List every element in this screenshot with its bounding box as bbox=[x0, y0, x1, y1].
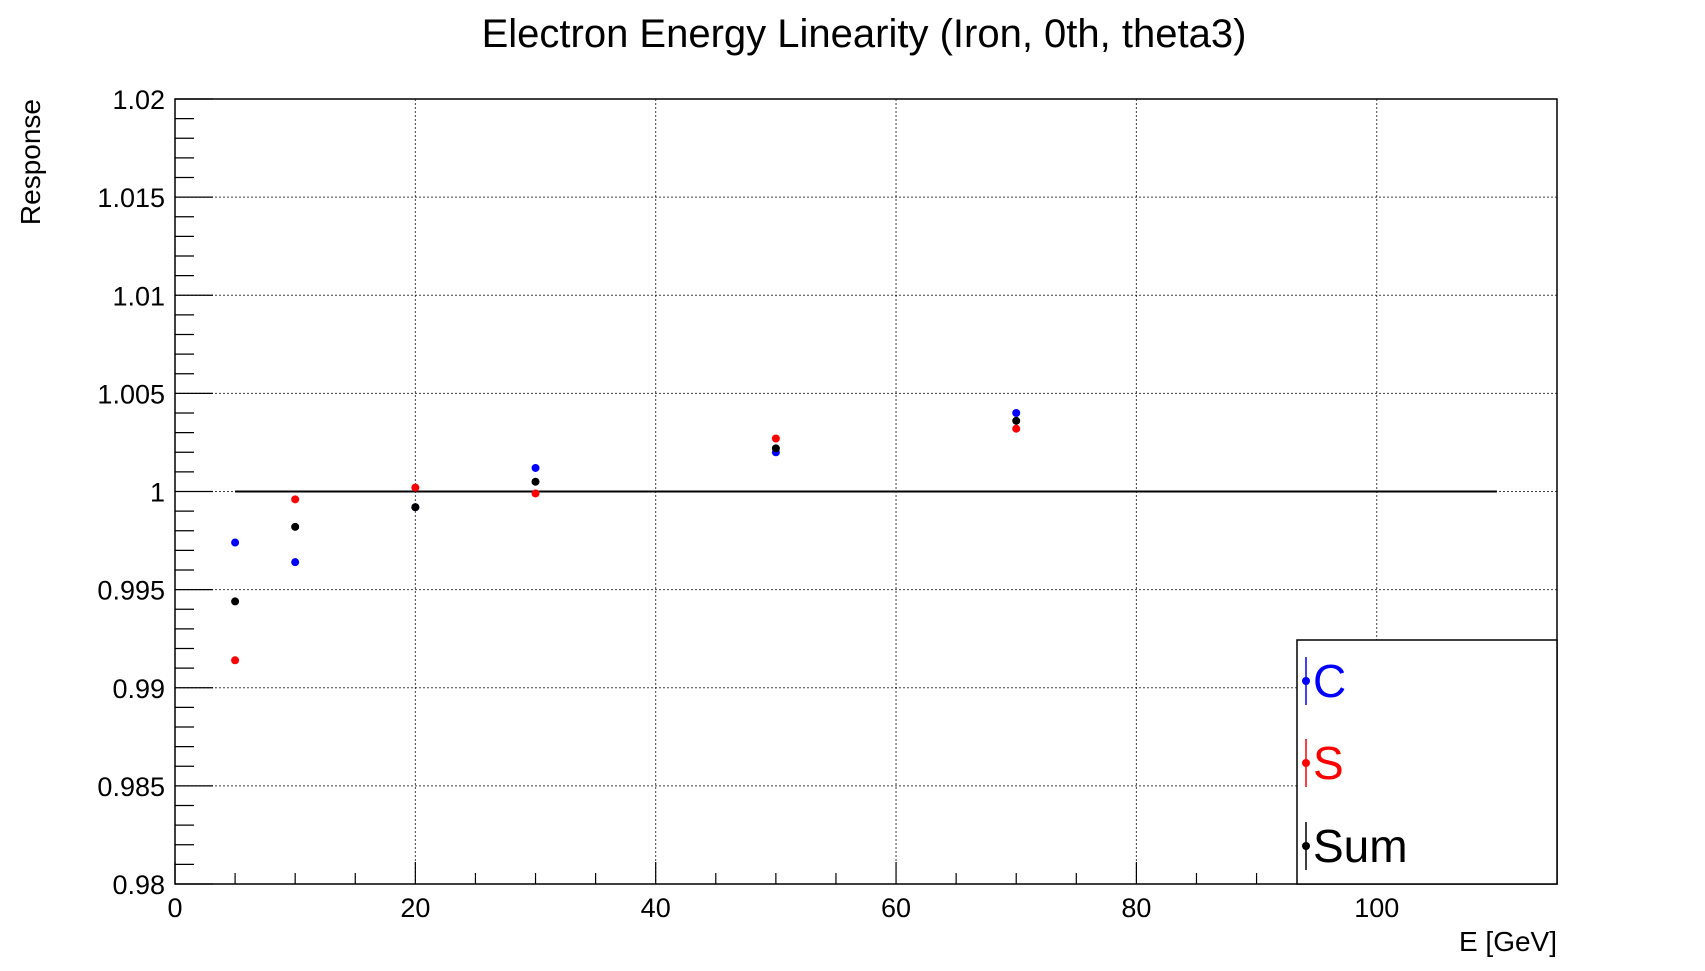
data-point-c bbox=[231, 538, 240, 547]
legend-label-c: C bbox=[1313, 655, 1346, 707]
y-tick-label: 0.985 bbox=[97, 772, 165, 802]
x-tick-label: 60 bbox=[881, 893, 911, 923]
legend-marker-s bbox=[1302, 759, 1310, 767]
data-point-s bbox=[771, 434, 780, 443]
data-point-s bbox=[1012, 424, 1021, 433]
y-tick-labels: 0.98 0.985 0.99 0.995 1 1.005 1.01 1.015 1.02 bbox=[97, 85, 165, 900]
x-tick-labels: 0 20 40 60 80 100 bbox=[167, 893, 1399, 923]
y-tick-label: 0.99 bbox=[112, 674, 165, 704]
legend-marker-c bbox=[1302, 677, 1310, 685]
data-point-sum bbox=[231, 597, 240, 606]
y-tick-label: 0.995 bbox=[97, 576, 165, 606]
data-point-sum bbox=[291, 522, 300, 531]
data-point-s bbox=[291, 495, 300, 504]
data-point-s bbox=[531, 489, 540, 498]
x-tick-label: 20 bbox=[400, 893, 430, 923]
data-point-sum bbox=[411, 503, 420, 512]
legend-label-sum: Sum bbox=[1313, 820, 1408, 872]
y-tick-label: 1.01 bbox=[112, 281, 165, 311]
y-tick-label: 1 bbox=[150, 478, 165, 508]
data-point-s bbox=[231, 656, 240, 665]
data-points bbox=[231, 409, 1021, 665]
data-point-s bbox=[411, 483, 420, 492]
x-tick-label: 80 bbox=[1121, 893, 1151, 923]
data-point-sum bbox=[771, 444, 780, 453]
y-tick-label: 0.98 bbox=[112, 870, 165, 900]
legend-marker-sum bbox=[1302, 842, 1310, 850]
data-point-c bbox=[291, 558, 300, 567]
x-tick-label: 40 bbox=[641, 893, 671, 923]
data-point-c bbox=[531, 463, 540, 472]
y-tick-label: 1.015 bbox=[97, 183, 165, 213]
x-axis-label: E [GeV] bbox=[1459, 926, 1557, 957]
chart-title: Electron Energy Linearity (Iron, 0th, th… bbox=[482, 12, 1247, 56]
legend: CS Sum bbox=[1296, 639, 1558, 885]
x-tick-label: 100 bbox=[1354, 893, 1399, 923]
x-tick-label: 0 bbox=[167, 893, 182, 923]
data-point-sum bbox=[531, 477, 540, 486]
legend-box bbox=[1296, 639, 1558, 885]
y-tick-label: 1.02 bbox=[112, 85, 165, 115]
data-point-sum bbox=[1012, 416, 1021, 425]
legend-entries: CS Sum bbox=[1302, 655, 1408, 872]
y-tick-label: 1.005 bbox=[97, 379, 165, 409]
data-point-c bbox=[1012, 409, 1021, 417]
y-axis-label: Response bbox=[15, 99, 46, 225]
legend-label-s: S bbox=[1313, 737, 1344, 789]
